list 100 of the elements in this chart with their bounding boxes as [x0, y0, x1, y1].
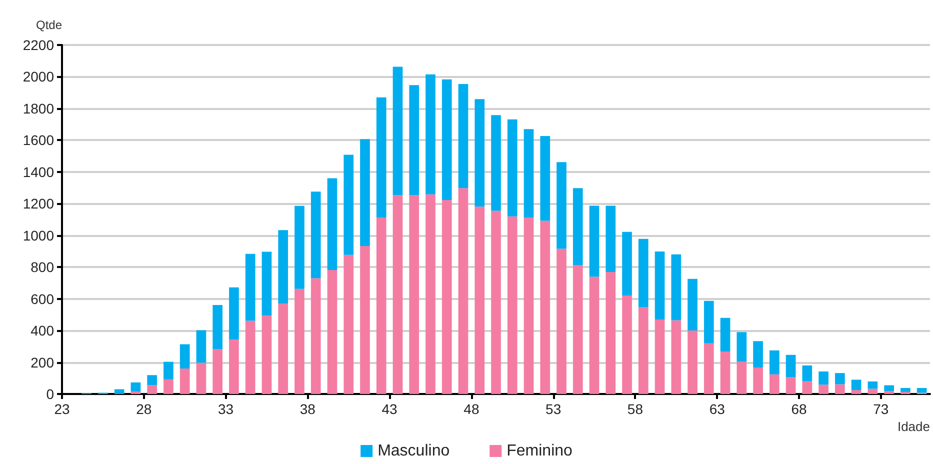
x-tick-label: 53 [546, 401, 562, 417]
bar [344, 154, 354, 255]
bar [671, 254, 682, 320]
bar [638, 238, 648, 308]
bar [491, 210, 501, 394]
bar [294, 206, 304, 289]
bar [310, 192, 321, 278]
bar [818, 371, 828, 385]
bar [392, 195, 403, 394]
bar [769, 350, 780, 374]
bar [540, 136, 550, 221]
bar [442, 200, 452, 394]
bar [556, 248, 566, 394]
bar [622, 295, 632, 394]
bar [147, 375, 157, 386]
x-tick-label: 28 [136, 401, 152, 417]
bar [442, 79, 452, 200]
bar [704, 300, 714, 344]
bar [572, 188, 583, 266]
bar [229, 287, 239, 340]
bar [622, 232, 632, 296]
bar [835, 373, 845, 384]
bar [736, 332, 747, 362]
bar [851, 390, 862, 394]
bar [278, 304, 288, 394]
x-axis-title: Idade [897, 419, 930, 434]
bar [507, 119, 518, 216]
bar [180, 344, 190, 368]
bar [474, 99, 485, 207]
y-tick-label: 1600 [22, 132, 54, 148]
bar [458, 188, 468, 394]
bar [212, 349, 223, 394]
bar [884, 390, 894, 394]
bar [262, 252, 272, 316]
x-tick-label: 73 [873, 401, 889, 417]
bar [360, 139, 370, 246]
y-tick-label: 1800 [22, 100, 54, 116]
y-tick-label: 0 [46, 386, 54, 402]
bar [589, 276, 600, 394]
x-tick-label: 23 [54, 401, 70, 417]
bar [572, 265, 583, 394]
bar [524, 129, 534, 218]
bar [474, 206, 485, 394]
bar [392, 66, 403, 196]
bar [884, 385, 894, 391]
y-tick-label: 2200 [22, 37, 54, 53]
y-axis-title: Qtde [36, 18, 62, 32]
bar [769, 374, 780, 394]
bar [262, 316, 272, 394]
bar [278, 230, 288, 304]
bar [654, 252, 665, 320]
bar [491, 115, 501, 211]
bar [130, 382, 141, 392]
legend-label: Masculino [378, 442, 450, 460]
bar [524, 218, 534, 394]
bar [720, 351, 730, 394]
bar [245, 254, 256, 321]
bar [114, 389, 124, 394]
bar [606, 206, 616, 272]
bar [164, 362, 174, 380]
bar [835, 384, 845, 394]
bar [327, 178, 338, 270]
y-tick-label: 1400 [22, 164, 54, 180]
bar [802, 381, 812, 394]
bar [229, 340, 239, 394]
x-tick-label: 38 [300, 401, 316, 417]
bar [196, 330, 206, 363]
bar [851, 380, 862, 390]
y-tick-label: 200 [30, 354, 54, 370]
bar [736, 362, 747, 394]
legend-label: Feminino [506, 442, 573, 460]
y-tick-label: 400 [30, 322, 54, 339]
bar [606, 272, 616, 394]
bar [720, 318, 730, 352]
bar [164, 379, 174, 394]
bar [360, 246, 370, 394]
bar [868, 381, 878, 389]
bar [589, 206, 600, 277]
y-tick-label: 1000 [22, 227, 54, 244]
bar [753, 368, 763, 394]
x-tick-label: 43 [382, 401, 398, 417]
bar [540, 220, 550, 394]
bar [900, 388, 910, 392]
x-tick-label: 68 [791, 401, 807, 417]
bar [818, 384, 828, 394]
x-tick-label: 58 [627, 401, 644, 417]
bar [688, 330, 698, 394]
bar [753, 341, 763, 368]
bar [376, 97, 386, 218]
bar [654, 319, 665, 394]
bar [294, 288, 304, 394]
bar [180, 368, 190, 394]
bar [147, 385, 157, 394]
bar [638, 307, 648, 394]
x-tick-label: 33 [218, 401, 234, 417]
x-tick-label: 63 [709, 401, 726, 417]
bar [688, 278, 698, 331]
bar [409, 195, 420, 394]
bar [916, 388, 927, 393]
y-tick-label: 600 [30, 290, 54, 307]
